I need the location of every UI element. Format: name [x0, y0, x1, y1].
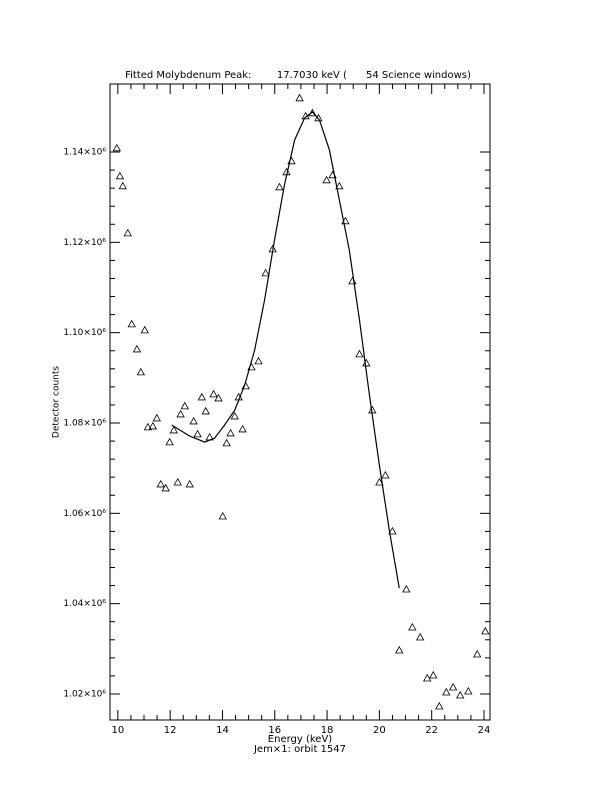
data-point — [481, 626, 490, 635]
data-point — [161, 483, 170, 492]
data-point — [348, 276, 357, 285]
data-point — [442, 687, 451, 696]
data-point — [185, 479, 194, 488]
data-point — [408, 622, 417, 631]
data-point — [136, 367, 146, 376]
data-point — [189, 416, 198, 425]
data-point — [448, 682, 458, 691]
data-point — [127, 319, 136, 328]
data-point — [335, 181, 344, 190]
data-point — [473, 649, 482, 658]
data-point — [238, 424, 247, 433]
data-point — [176, 409, 185, 418]
x-tick-label: 12 — [164, 725, 177, 736]
data-point — [429, 670, 438, 679]
y-tick-label: 1.04×10⁶ — [63, 599, 106, 609]
data-point — [201, 406, 210, 415]
y-tick-label: 1.12×10⁶ — [63, 238, 106, 248]
data-point — [415, 632, 425, 641]
data-point — [140, 325, 149, 334]
data-point — [156, 479, 165, 488]
data-point — [362, 358, 371, 367]
data-point — [209, 389, 218, 398]
data-point — [456, 690, 465, 699]
fit-line — [171, 111, 400, 589]
data-point — [197, 392, 206, 401]
subtitle: Jem×1: orbit 1547 — [253, 744, 346, 755]
data-point — [423, 673, 432, 682]
data-point — [254, 356, 263, 365]
y-tick-label: 1.06×10⁶ — [63, 509, 106, 519]
data-point — [226, 428, 235, 437]
data-point — [275, 182, 284, 191]
data-point — [322, 175, 331, 184]
data-point — [464, 686, 473, 695]
data-point — [115, 171, 125, 180]
y-tick-label: 1.10×10⁶ — [63, 328, 106, 338]
x-axis-label: Energy (keV) — [268, 734, 333, 745]
x-tick-label: 20 — [373, 725, 386, 736]
y-tick-label: 1.08×10⁶ — [63, 419, 106, 429]
data-point — [218, 511, 227, 520]
data-point — [402, 584, 411, 593]
y-tick-label: 1.14×10⁶ — [63, 148, 106, 158]
chart-title: Fitted Molybdenum Peak: 17.7030 keV ( 54… — [125, 70, 471, 81]
y-axis-label: Detector counts — [52, 366, 62, 438]
data-point — [169, 425, 178, 434]
x-tick-label: 18 — [321, 725, 334, 736]
data-point — [230, 411, 239, 420]
data-point — [295, 93, 304, 102]
x-tick-label: 14 — [216, 725, 229, 736]
x-tick-label: 24 — [478, 725, 491, 736]
data-point — [395, 645, 404, 654]
data-point — [143, 422, 153, 431]
data-point — [435, 701, 444, 710]
data-point — [381, 470, 390, 479]
data-point — [132, 344, 142, 353]
data-point — [123, 228, 132, 237]
x-tick-label: 16 — [268, 725, 281, 736]
data-point — [222, 438, 231, 447]
data-point — [388, 526, 397, 535]
plot-frame — [109, 83, 491, 721]
data-point — [112, 143, 121, 152]
data-point — [193, 429, 202, 438]
data-point — [214, 393, 223, 402]
x-tick-label: 22 — [425, 725, 438, 736]
data-point — [180, 401, 189, 410]
data-point — [375, 477, 384, 486]
data-point — [148, 421, 158, 430]
data-point — [152, 413, 161, 422]
data-point — [165, 437, 174, 446]
y-tick-label: 1.02×10⁶ — [63, 689, 106, 699]
data-point — [173, 477, 182, 486]
x-tick-label: 10 — [111, 725, 124, 736]
data-point — [118, 181, 127, 190]
data-point — [355, 349, 364, 358]
data-point — [261, 268, 270, 277]
